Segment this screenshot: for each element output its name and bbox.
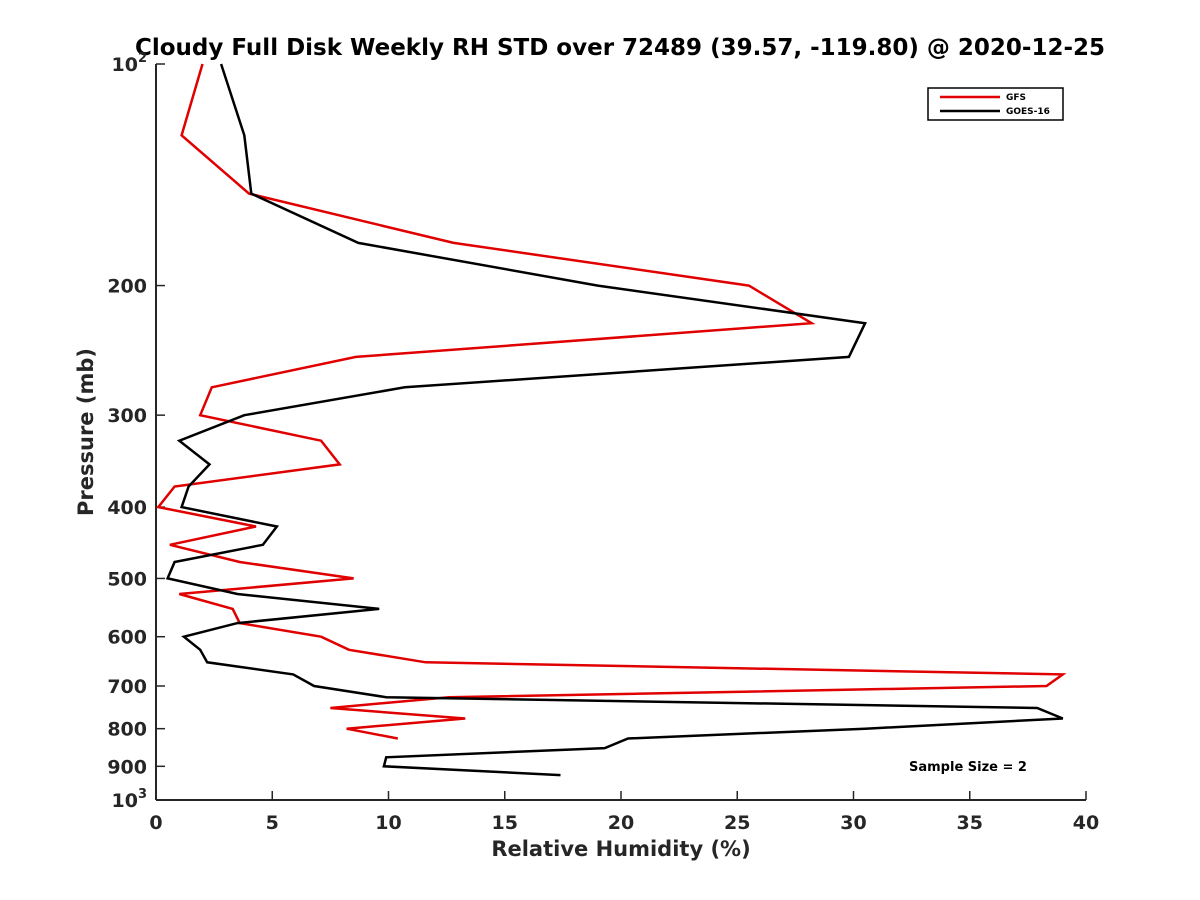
series-line-gfs [156,63,1067,740]
chart-title: Cloudy Full Disk Weekly RH STD over 7248… [135,35,1105,61]
y-tick-label-4: 500 [107,568,147,590]
y-tick-label-0: 102 [112,51,148,76]
y-ticks: 102 200 300 400 500 600 700 800 900 103 [107,51,165,812]
y-tick-label-7: 800 [107,719,147,741]
y-tick-label-2: 300 [107,405,147,427]
y-tick-label-8: 900 [107,756,147,778]
y-tick-label-5: 600 [107,627,147,649]
y-axis-label: Pressure (mb) [74,348,98,516]
y-tick-label-9: 103 [112,787,148,812]
y-tick-label-3: 400 [107,497,147,519]
x-tick-label-5: 25 [724,812,750,834]
legend-box [927,87,1064,121]
legend-label-goes-16: GOES-16 [1006,107,1050,117]
x-axis-label: Relative Humidity (%) [491,837,750,861]
x-tick-label-6: 30 [840,812,866,834]
series-line-goes-16 [165,63,1064,777]
series-layer [156,63,1067,777]
legend: GFS GOES-16 [927,87,1064,121]
sample-size-annotation: Sample Size = 2 [909,760,1027,775]
y-tick-label-1: 200 [107,276,147,298]
x-tick-label-7: 35 [957,812,983,834]
x-tick-label-2: 10 [375,812,401,834]
x-tick-label-3: 15 [492,812,518,834]
x-tick-label-8: 40 [1073,812,1099,834]
y-tick-label-6: 700 [107,676,147,698]
x-tick-label-0: 0 [149,812,162,834]
x-tick-label-1: 5 [266,812,279,834]
x-ticks: 0 5 10 15 20 25 30 35 40 [149,791,1099,834]
legend-label-gfs: GFS [1006,93,1026,103]
x-tick-label-4: 20 [608,812,634,834]
